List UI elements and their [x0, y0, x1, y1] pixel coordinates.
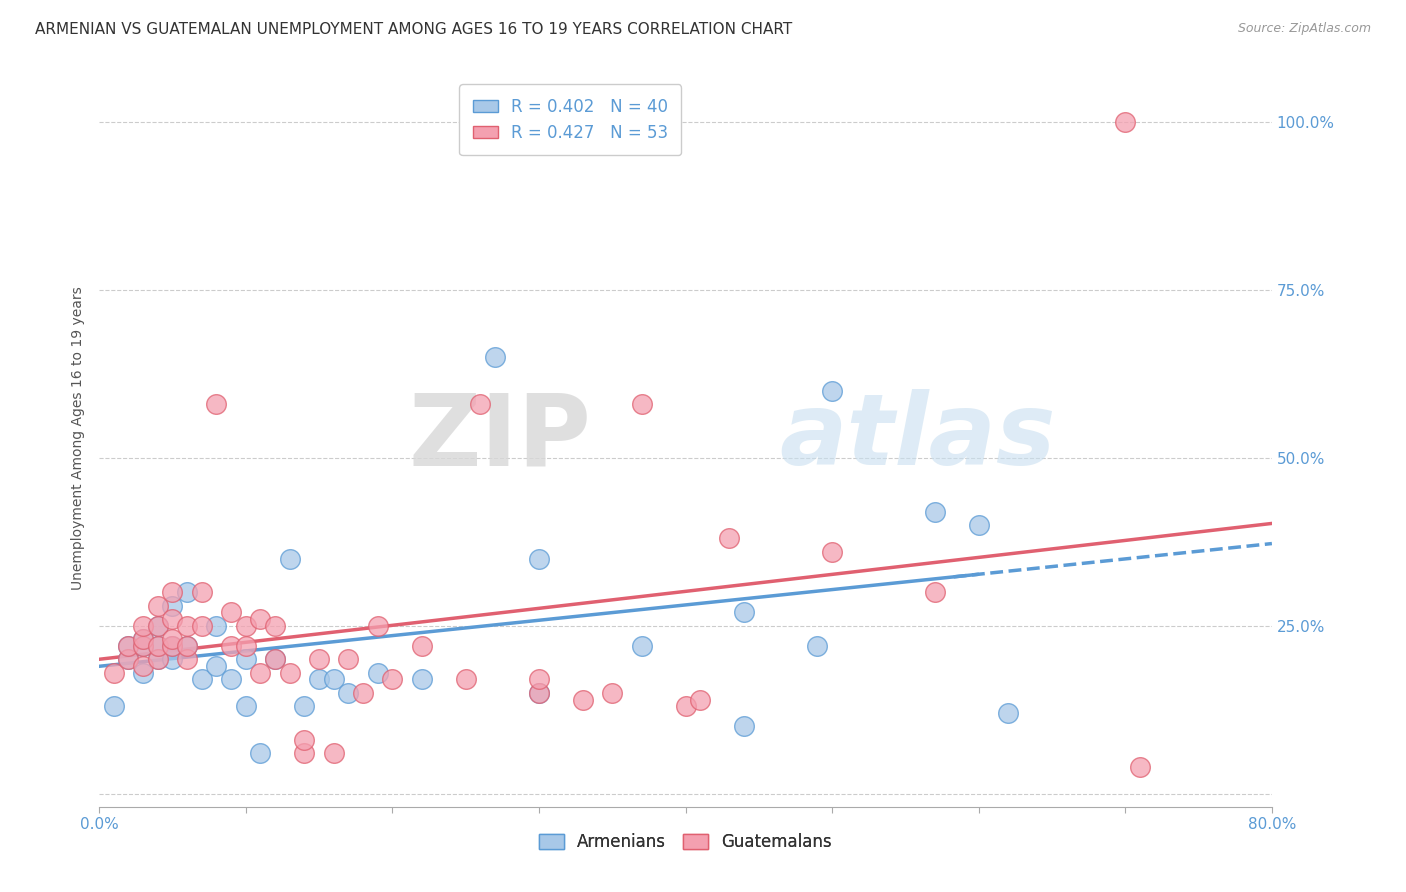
Point [146, 652, 169, 666]
Point [162, 652, 184, 666]
Point [527, 686, 550, 700]
Point [117, 639, 139, 653]
Point [821, 545, 844, 559]
Point [249, 665, 271, 680]
Point [132, 618, 155, 632]
Point [322, 746, 344, 760]
Point [235, 639, 257, 653]
Point [176, 639, 198, 653]
Point [103, 699, 125, 714]
Point [821, 384, 844, 398]
Point [278, 551, 301, 566]
Point [162, 585, 184, 599]
Point [132, 632, 155, 647]
Point [454, 673, 477, 687]
Point [967, 518, 990, 533]
Y-axis label: Unemployment Among Ages 16 to 19 years: Unemployment Among Ages 16 to 19 years [72, 285, 86, 590]
Point [630, 397, 652, 411]
Text: Source: ZipAtlas.com: Source: ZipAtlas.com [1237, 22, 1371, 36]
Point [235, 699, 257, 714]
Point [132, 632, 155, 647]
Point [146, 652, 169, 666]
Point [367, 618, 389, 632]
Point [924, 585, 946, 599]
Point [162, 639, 184, 653]
Point [337, 686, 360, 700]
Legend: Armenians, Guatemalans: Armenians, Guatemalans [533, 826, 838, 858]
Point [205, 659, 228, 673]
Point [527, 686, 550, 700]
Point [249, 612, 271, 626]
Point [806, 639, 828, 653]
Text: ZIP: ZIP [409, 389, 592, 486]
Point [146, 639, 169, 653]
Point [1129, 760, 1152, 774]
Point [132, 659, 155, 673]
Point [630, 639, 652, 653]
Point [235, 618, 257, 632]
Point [190, 585, 212, 599]
Point [264, 652, 287, 666]
Point [352, 686, 374, 700]
Point [249, 746, 271, 760]
Point [235, 652, 257, 666]
Point [132, 639, 155, 653]
Point [176, 585, 198, 599]
Point [162, 632, 184, 647]
Point [219, 639, 242, 653]
Point [117, 639, 139, 653]
Point [205, 397, 228, 411]
Point [117, 652, 139, 666]
Point [411, 639, 433, 653]
Point [190, 673, 212, 687]
Point [733, 719, 755, 733]
Point [527, 673, 550, 687]
Point [176, 639, 198, 653]
Point [190, 618, 212, 632]
Point [322, 673, 344, 687]
Point [689, 692, 711, 706]
Point [292, 746, 315, 760]
Point [572, 692, 595, 706]
Point [367, 665, 389, 680]
Point [381, 673, 404, 687]
Point [103, 665, 125, 680]
Point [470, 397, 492, 411]
Point [132, 665, 155, 680]
Point [337, 652, 360, 666]
Point [411, 673, 433, 687]
Point [146, 599, 169, 613]
Text: atlas: atlas [779, 389, 1056, 486]
Point [205, 618, 228, 632]
Point [997, 706, 1019, 720]
Point [162, 639, 184, 653]
Text: ARMENIAN VS GUATEMALAN UNEMPLOYMENT AMONG AGES 16 TO 19 YEARS CORRELATION CHART: ARMENIAN VS GUATEMALAN UNEMPLOYMENT AMON… [35, 22, 793, 37]
Point [675, 699, 697, 714]
Point [733, 605, 755, 619]
Point [162, 612, 184, 626]
Point [1114, 115, 1136, 129]
Point [600, 686, 623, 700]
Point [219, 673, 242, 687]
Point [278, 665, 301, 680]
Point [292, 732, 315, 747]
Point [484, 350, 506, 364]
Point [146, 618, 169, 632]
Point [527, 551, 550, 566]
Point [219, 605, 242, 619]
Point [718, 532, 741, 546]
Point [146, 639, 169, 653]
Point [308, 673, 330, 687]
Point [146, 618, 169, 632]
Point [117, 652, 139, 666]
Point [176, 652, 198, 666]
Point [292, 699, 315, 714]
Point [264, 652, 287, 666]
Point [924, 505, 946, 519]
Point [176, 618, 198, 632]
Point [308, 652, 330, 666]
Point [162, 599, 184, 613]
Point [132, 639, 155, 653]
Point [264, 618, 287, 632]
